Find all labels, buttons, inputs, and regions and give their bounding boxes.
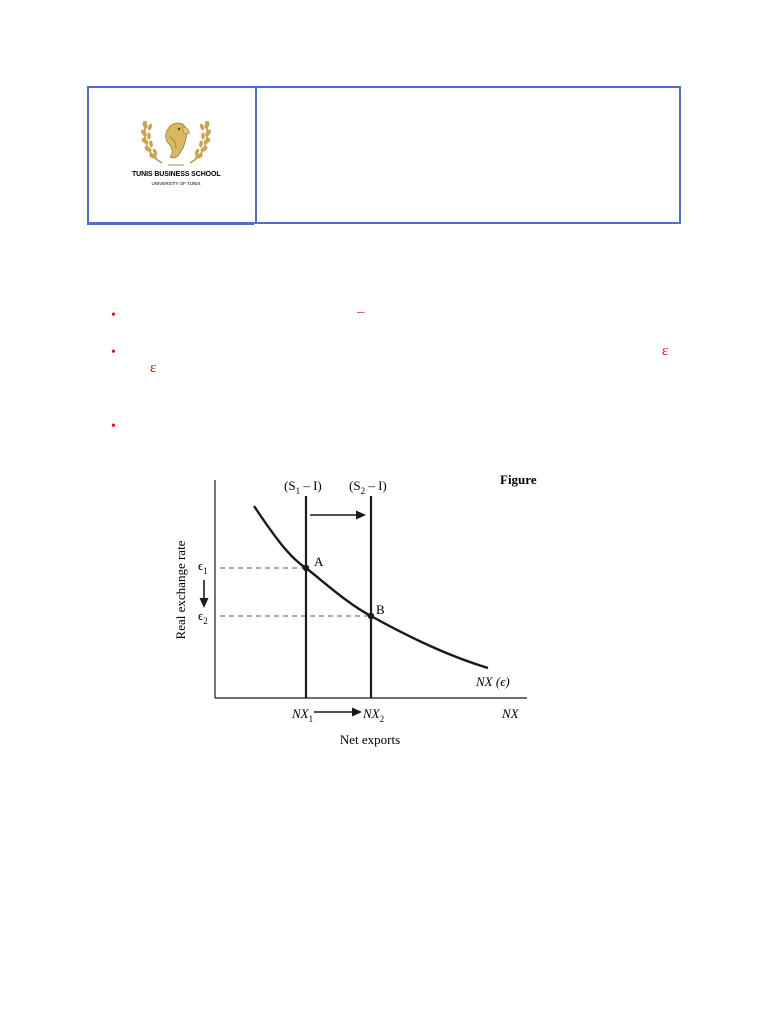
y-axis-label: Real exchange rate xyxy=(173,540,188,639)
epsilon-glyph-end: ε xyxy=(662,343,669,359)
eagle-laurel-emblem-icon xyxy=(141,120,211,166)
down-arrow-head xyxy=(199,598,209,608)
dash-glyph: – xyxy=(357,304,365,320)
point-b xyxy=(367,612,375,620)
y-tick-e2: ϵ2 xyxy=(198,608,208,626)
shift-arrow-bottom-head xyxy=(352,707,362,717)
exchange-rate-figure: (S1 – I) (S2 – I) Figure A B ϵ1 ϵ2 Real … xyxy=(152,462,547,750)
label-s1-minus-i: (S1 – I) xyxy=(284,478,322,496)
bullet-marker-2: • xyxy=(111,345,116,360)
x-tick-nx2: NX2 xyxy=(362,706,384,724)
school-logo: TUNIS BUSINESS SCHOOL UNIVERSITY OF TUNI… xyxy=(132,113,247,203)
x-axis-symbol: NX xyxy=(501,706,520,721)
label-s2-minus-i: (S2 – I) xyxy=(349,478,387,496)
header-divider xyxy=(255,88,257,224)
series-line-nx xyxy=(253,505,489,670)
shift-arrow-top-head xyxy=(356,510,366,520)
x-axis-label: Net exports xyxy=(340,732,400,747)
epsilon-glyph-start: ε xyxy=(150,360,157,376)
point-label-b: B xyxy=(376,602,385,617)
bullet-marker-3: • xyxy=(111,419,116,434)
bullet-marker-1: • xyxy=(111,308,116,323)
y-tick-e1: ϵ1 xyxy=(198,558,208,576)
figure-label: Figure xyxy=(500,472,537,487)
x-tick-nx1: NX1 xyxy=(291,706,313,724)
figure-svg: (S1 – I) (S2 – I) Figure A B ϵ1 ϵ2 Real … xyxy=(173,472,537,747)
point-a xyxy=(302,564,310,572)
school-subtitle: UNIVERSITY OF TUNIS xyxy=(151,181,201,186)
point-label-a: A xyxy=(314,554,324,569)
school-name: TUNIS BUSINESS SCHOOL xyxy=(132,171,221,178)
header-underline xyxy=(87,222,254,225)
header-box xyxy=(87,86,681,224)
series-label-nx: NX (ϵ) xyxy=(475,674,510,689)
